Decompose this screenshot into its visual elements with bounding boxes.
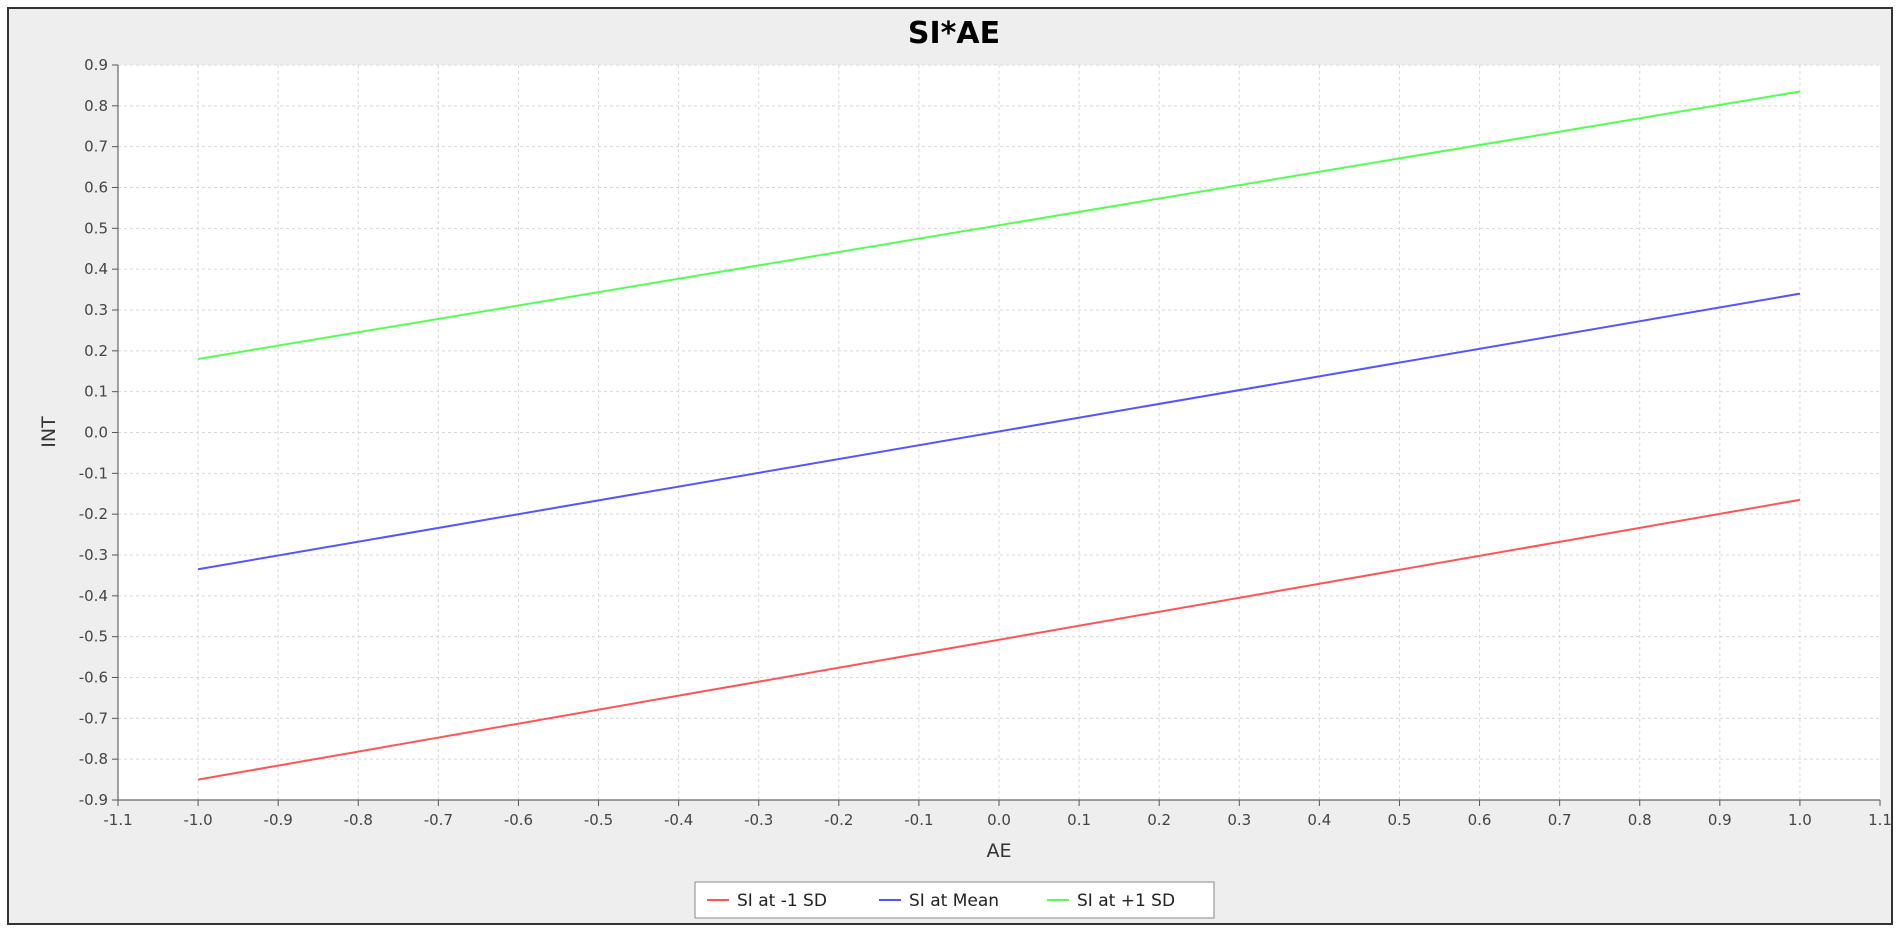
x-tick-label: 1.0	[1788, 811, 1812, 829]
x-tick-labels: -1.1 -1.0 -0.9 -0.8 -0.7 -0.6 -0.5 -0.4 -0.3 -0.2…	[103, 811, 1892, 829]
y-tick-label: 0.2	[84, 342, 108, 360]
legend-label-1: SI at Mean	[909, 891, 999, 911]
series-lines	[197, 90, 1801, 781]
y-tick-label: -0.9	[79, 791, 108, 809]
x-tick-label: -0.1	[904, 811, 933, 829]
y-tick-label: 0.0	[84, 424, 108, 442]
x-tick-label: 0.9	[1708, 811, 1732, 829]
x-tick-label: -1.0	[183, 811, 212, 829]
y-tick-label: 0.8	[84, 97, 108, 115]
x-tick-label: -0.8	[344, 811, 373, 829]
x-tick-label: -0.9	[264, 811, 293, 829]
y-tick-label: -0.4	[79, 587, 108, 605]
y-tick-label: -0.6	[79, 669, 108, 687]
x-tick-label: 0.7	[1548, 811, 1572, 829]
legend-box	[694, 881, 1215, 919]
x-tick-label: -0.6	[504, 811, 533, 829]
legend: SI at -1 SD SI at Mean SI at +1 SD	[694, 881, 1215, 919]
y-tick-label: -0.8	[79, 750, 108, 768]
y-axis-label: INT	[38, 416, 60, 448]
y-tick-label: 0.6	[84, 179, 108, 197]
axes	[112, 64, 1881, 806]
y-tick-label: -0.7	[79, 709, 108, 727]
x-axis-label: AE	[986, 840, 1011, 862]
x-tick-label: -1.1	[103, 811, 132, 829]
x-tick-label: 1.1	[1868, 811, 1892, 829]
series-line-0	[197, 498, 1801, 781]
y-tick-label: -0.1	[79, 464, 108, 482]
y-tick-label: 0.9	[84, 56, 108, 74]
x-tick-label: 0.5	[1388, 811, 1412, 829]
x-tick-label: 0.6	[1468, 811, 1492, 829]
y-tick-label: 0.1	[84, 383, 108, 401]
x-tick-label: 0.4	[1307, 811, 1331, 829]
x-tick-label: 0.1	[1067, 811, 1091, 829]
legend-label-2: SI at +1 SD	[1077, 891, 1175, 911]
x-tick-label: -0.4	[664, 811, 693, 829]
x-tick-label: -0.3	[744, 811, 773, 829]
x-tick-label: -0.7	[424, 811, 453, 829]
x-tick-label: -0.5	[584, 811, 613, 829]
y-tick-label: -0.3	[79, 546, 108, 564]
x-tick-label: 0.3	[1227, 811, 1251, 829]
y-tick-label: 0.5	[84, 219, 108, 237]
x-tick-label: 0.0	[987, 811, 1011, 829]
y-tick-label: 0.3	[84, 301, 108, 319]
y-tick-label: -0.2	[79, 505, 108, 523]
y-tick-label: 0.7	[84, 138, 108, 156]
x-tick-label: 0.8	[1628, 811, 1652, 829]
series-line-2	[197, 90, 1801, 360]
y-tick-label: -0.5	[79, 628, 108, 646]
chart-title: SI*AE	[908, 16, 1000, 51]
x-tick-label: -0.2	[824, 811, 853, 829]
legend-label-0: SI at -1 SD	[737, 891, 827, 911]
grid	[118, 64, 1880, 801]
y-tick-labels: 0.9 0.8 0.7 0.6 0.5 0.4 0.3 0.2 0.1 0.0 -0.1 -0.2 -0…	[79, 56, 108, 809]
series-line-1	[197, 292, 1801, 571]
y-tick-label: 0.4	[84, 260, 108, 278]
x-tick-label: 0.2	[1147, 811, 1171, 829]
